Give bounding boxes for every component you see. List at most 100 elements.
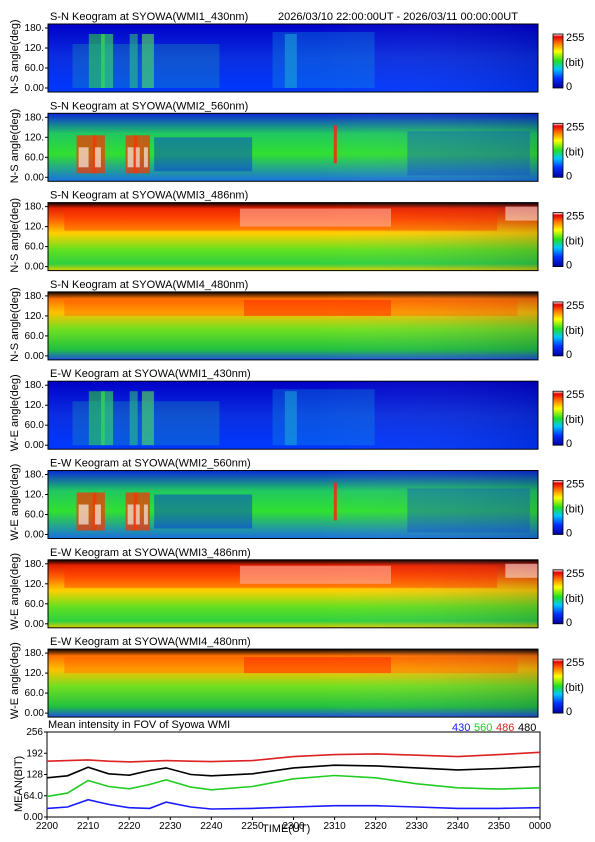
aurora-band xyxy=(88,34,105,88)
aurora-band xyxy=(88,391,105,446)
aurora-band xyxy=(64,299,518,316)
y-tick-label: 120. xyxy=(25,490,44,501)
aurora-band xyxy=(244,657,391,674)
colorbar xyxy=(552,301,564,357)
y-tick-label: 120. xyxy=(25,132,44,143)
x-tick-label: 0000 xyxy=(529,821,552,832)
aurora-band xyxy=(129,391,138,446)
plot-axes: 0.00 64.0 128 192 256 2200 2210 2220 2230 2240 225… xyxy=(24,727,552,832)
y-tick-label: 60.0 xyxy=(25,599,45,610)
x-tick-label: 2240 xyxy=(200,821,223,832)
y-axis-label: W-E angle(deg) xyxy=(9,464,21,541)
keogram-title: E-W Keogram at SYOWA(WMI3_486nm) xyxy=(50,547,251,559)
colorbar-unit-label: (bit) xyxy=(565,57,584,69)
aurora-band xyxy=(505,563,538,578)
legend-entry: 480 xyxy=(518,722,536,734)
aurora-core xyxy=(143,504,148,525)
colorbar-max-label: 255 xyxy=(566,479,584,491)
series-line-430 xyxy=(46,798,541,810)
colorbar-min-label: 0 xyxy=(566,260,572,272)
aurora-spike xyxy=(333,482,337,521)
y-tick-label: 64.0 xyxy=(24,791,44,802)
colorbar xyxy=(552,212,564,268)
keogram-frame xyxy=(47,559,539,629)
y-tick-label: 180. xyxy=(25,380,44,391)
y-tick-label: 120. xyxy=(25,222,44,233)
colorbar-unit-label: (bit) xyxy=(565,593,584,605)
y-tick-label: 180. xyxy=(25,202,44,213)
aurora-spike xyxy=(333,125,337,164)
aurora-core xyxy=(78,147,89,168)
y-tick-label: 192 xyxy=(26,748,43,759)
keogram-title: E-W Keogram at SYOWA(WMI2_560nm) xyxy=(50,458,251,470)
aurora-band xyxy=(72,401,220,446)
y-axis-label: N-S angle(deg) xyxy=(9,198,21,273)
keogram-texture xyxy=(64,206,538,231)
y-tick-label: 0.00 xyxy=(25,172,45,183)
x-tick-label: 2310 xyxy=(323,821,346,832)
colorbar xyxy=(552,390,564,446)
y-axis-label: W-E angle(deg) xyxy=(9,553,21,630)
keogram-panel: S-N Keogram at SYOWA(WMI4_480nm) 180. 120.… xyxy=(9,279,584,362)
keogram-title: E-W Keogram at SYOWA(WMI1_430nm) xyxy=(50,368,251,380)
colorbar-max-label: 255 xyxy=(566,389,584,401)
keogram-frame xyxy=(47,291,539,361)
chart-title: Mean intensity in FOV of Syowa WMI xyxy=(48,719,230,731)
y-tick-label: 60.0 xyxy=(25,510,45,521)
aurora-band xyxy=(129,34,138,88)
colorbar-max-label: 255 xyxy=(566,300,584,312)
x-tick-label: 2210 xyxy=(77,821,100,832)
keogram-title: E-W Keogram at SYOWA(WMI4_480nm) xyxy=(50,636,251,648)
legend-entry: 486 xyxy=(496,722,514,734)
colorbar-min-label: 0 xyxy=(566,81,572,93)
y-tick-label: 60.0 xyxy=(25,242,45,253)
colorbar-unit-label: (bit) xyxy=(565,682,584,694)
aurora-band xyxy=(272,389,375,446)
time-range-label: 2026/03/10 22:00:00UT - 2026/03/11 00:00… xyxy=(278,11,518,23)
aurora-band xyxy=(407,488,530,533)
aurora-band xyxy=(154,494,253,529)
keogram-shade xyxy=(48,291,538,360)
y-tick-label: 120. xyxy=(25,668,44,679)
plot-series xyxy=(46,751,541,810)
colorbar-unit-label: (bit) xyxy=(565,414,584,426)
series-line-486 xyxy=(46,751,541,763)
colorbar-min-label: 0 xyxy=(566,438,572,450)
aurora-band xyxy=(272,32,375,88)
y-tick-label: 60.0 xyxy=(25,688,45,699)
y-tick-label: 0.00 xyxy=(25,619,45,630)
y-axis-label: W-E angle(deg) xyxy=(9,642,21,719)
y-tick-label: 180. xyxy=(25,648,44,659)
x-tick-label: 2200 xyxy=(36,821,59,832)
aurora-band xyxy=(72,44,220,88)
y-tick-label: 0.00 xyxy=(25,262,45,273)
y-tick-label: 0.00 xyxy=(25,530,45,541)
colorbar-min-label: 0 xyxy=(566,706,572,718)
y-tick-label: 180. xyxy=(25,23,44,34)
keogram-title: S-N Keogram at SYOWA(WMI1_430nm) xyxy=(50,11,248,23)
y-tick-label: 60.0 xyxy=(25,420,45,431)
aurora-band xyxy=(505,206,538,221)
keogram-panel: E-W Keogram at SYOWA(WMI3_486nm) 180. 120.… xyxy=(9,547,584,630)
x-tick-label: 2220 xyxy=(118,821,141,832)
x-tick-label: 2350 xyxy=(488,821,511,832)
aurora-band xyxy=(244,299,391,316)
y-axis-label: N-S angle(deg) xyxy=(9,287,21,362)
y-tick-label: 120. xyxy=(25,311,44,322)
aurora-band xyxy=(141,391,154,446)
aurora-band xyxy=(101,34,114,88)
x-tick-label: 2340 xyxy=(447,821,470,832)
colorbar-unit-label: (bit) xyxy=(565,146,584,158)
keogram-title: S-N Keogram at SYOWA(WMI2_560nm) xyxy=(50,100,248,112)
colorbar-unit-label: (bit) xyxy=(565,236,584,248)
y-axis-label: N-S angle(deg) xyxy=(9,19,21,94)
x-tick-label: 2250 xyxy=(241,821,264,832)
colorbar xyxy=(552,122,564,178)
colorbar-unit-label: (bit) xyxy=(565,504,584,516)
aurora-core xyxy=(135,504,140,525)
chart-legend: 430 560 486 480 xyxy=(452,722,536,734)
colorbar xyxy=(552,480,564,535)
keogram-panel: E-W Keogram at SYOWA(WMI1_430nm) 180. 120.… xyxy=(9,368,584,451)
colorbar-max-label: 255 xyxy=(566,121,584,133)
y-tick-label: 0.00 xyxy=(25,83,45,94)
